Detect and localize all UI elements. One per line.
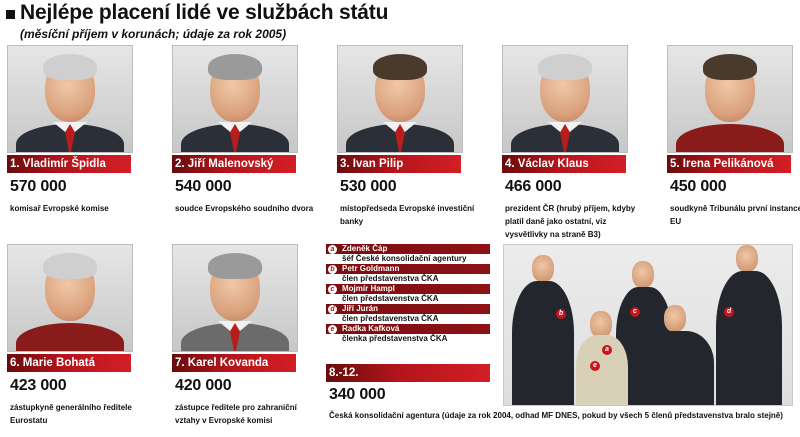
- person-name: 1. Vladimír Špidla: [7, 155, 131, 173]
- member-name: Jiří Jurán: [342, 304, 379, 313]
- list-item: a Zdeněk Čáp šéf České konsolidační agen…: [326, 244, 492, 264]
- person-name: 2. Jiří Malenovský: [172, 155, 296, 173]
- badge-b: b: [556, 309, 566, 319]
- member-name: Mojmír Hampl: [342, 284, 395, 293]
- member-name: Radka Kafková: [342, 324, 400, 333]
- list-item: b Petr Goldmann člen představenstva ČKA: [326, 264, 492, 284]
- person-card-7: 7. Karel Kovanda 420 000 zástupce ředite…: [172, 244, 322, 427]
- person-name: 6. Marie Bohatá: [7, 354, 131, 372]
- person-position: prezident ČR (hrubý příjem, kdyby platil…: [505, 204, 636, 239]
- person-income: 570 000: [10, 178, 67, 195]
- title-bullet: [6, 10, 15, 19]
- person-position: soudce Evropského soudního dvora: [175, 204, 314, 213]
- badge-d: d: [724, 307, 734, 317]
- person-income: 540 000: [175, 178, 232, 195]
- list-item: e Radka Kafková členka představenstva ČK…: [326, 324, 492, 344]
- person-name: 4. Václav Klaus: [502, 155, 626, 173]
- person-name: 3. Ivan Pilip: [337, 155, 461, 173]
- person-position: zástupce ředitele pro zahraniční vztahy …: [175, 403, 297, 425]
- person-card-3: 3. Ivan Pilip 530 000 místopředseda Evro…: [337, 45, 487, 228]
- member-name: Petr Goldmann: [342, 264, 400, 273]
- badge-a: a: [602, 345, 612, 355]
- portrait-photo: [337, 45, 463, 153]
- person-income: 420 000: [175, 377, 232, 394]
- person-position: zástupkyně generálního ředitele Eurostat…: [10, 403, 132, 425]
- list-item: c Mojmír Hampl člen představenstva ČKA: [326, 284, 492, 304]
- person-name: 7. Karel Kovanda: [172, 354, 296, 372]
- person-position: místopředseda Evropské investiční banky: [340, 204, 475, 226]
- person-card-6: 6. Marie Bohatá 423 000 zástupkyně gener…: [7, 244, 157, 427]
- page-title: Nejlépe placení lidé ve službách státu: [20, 1, 389, 24]
- member-letter: c: [328, 285, 337, 294]
- member-letter: b: [328, 265, 337, 274]
- group-description: Česká konsolidační agentura (údaje za ro…: [329, 411, 783, 420]
- person-income: 423 000: [10, 377, 67, 394]
- portrait-photo: [7, 244, 133, 352]
- portrait-photo: [172, 45, 298, 153]
- person-position: soudkyně Tribunálu první instance EU: [670, 204, 800, 226]
- person-income: 530 000: [340, 178, 397, 195]
- badge-e: e: [590, 361, 600, 371]
- portrait-photo: [502, 45, 628, 153]
- person-card-1: 1. Vladimír Špidla 570 000 komisař Evrop…: [7, 45, 157, 215]
- portrait-photo: [172, 244, 298, 352]
- person-position: komisař Evropské komise: [10, 204, 109, 213]
- person-income: 466 000: [505, 178, 562, 195]
- member-letter: e: [328, 325, 337, 334]
- person-card-5: 5. Irena Pelikánová 450 000 soudkyně Tri…: [667, 45, 800, 228]
- portrait-photo: [7, 45, 133, 153]
- member-role: členka představenstva ČKA: [342, 334, 448, 343]
- page-subtitle: (měsíční příjem v korunách; údaje za rok…: [20, 27, 287, 41]
- member-role: šéf České konsolidační agentury: [342, 254, 467, 263]
- person-name: 5. Irena Pelikánová: [667, 155, 791, 173]
- group-income: 340 000: [329, 386, 386, 403]
- member-role: člen představenstva ČKA: [342, 314, 439, 323]
- group-rank-label: 8.-12.: [326, 364, 490, 382]
- portrait-photo: [667, 45, 793, 153]
- list-item: d Jiří Jurán člen představenstva ČKA: [326, 304, 492, 324]
- member-letter: d: [328, 305, 337, 314]
- person-income: 450 000: [670, 178, 727, 195]
- cka-member-list: a Zdeněk Čáp šéf České konsolidační agen…: [326, 244, 492, 344]
- person-card-4: 4. Václav Klaus 466 000 prezident ČR (hr…: [502, 45, 652, 241]
- cka-board-photo: b c d a e: [503, 244, 793, 406]
- badge-c: c: [630, 307, 640, 317]
- member-letter: a: [328, 245, 337, 254]
- member-role: člen představenstva ČKA: [342, 274, 439, 283]
- member-role: člen představenstva ČKA: [342, 294, 439, 303]
- person-card-2: 2. Jiří Malenovský 540 000 soudce Evrops…: [172, 45, 322, 215]
- member-name: Zdeněk Čáp: [342, 244, 388, 253]
